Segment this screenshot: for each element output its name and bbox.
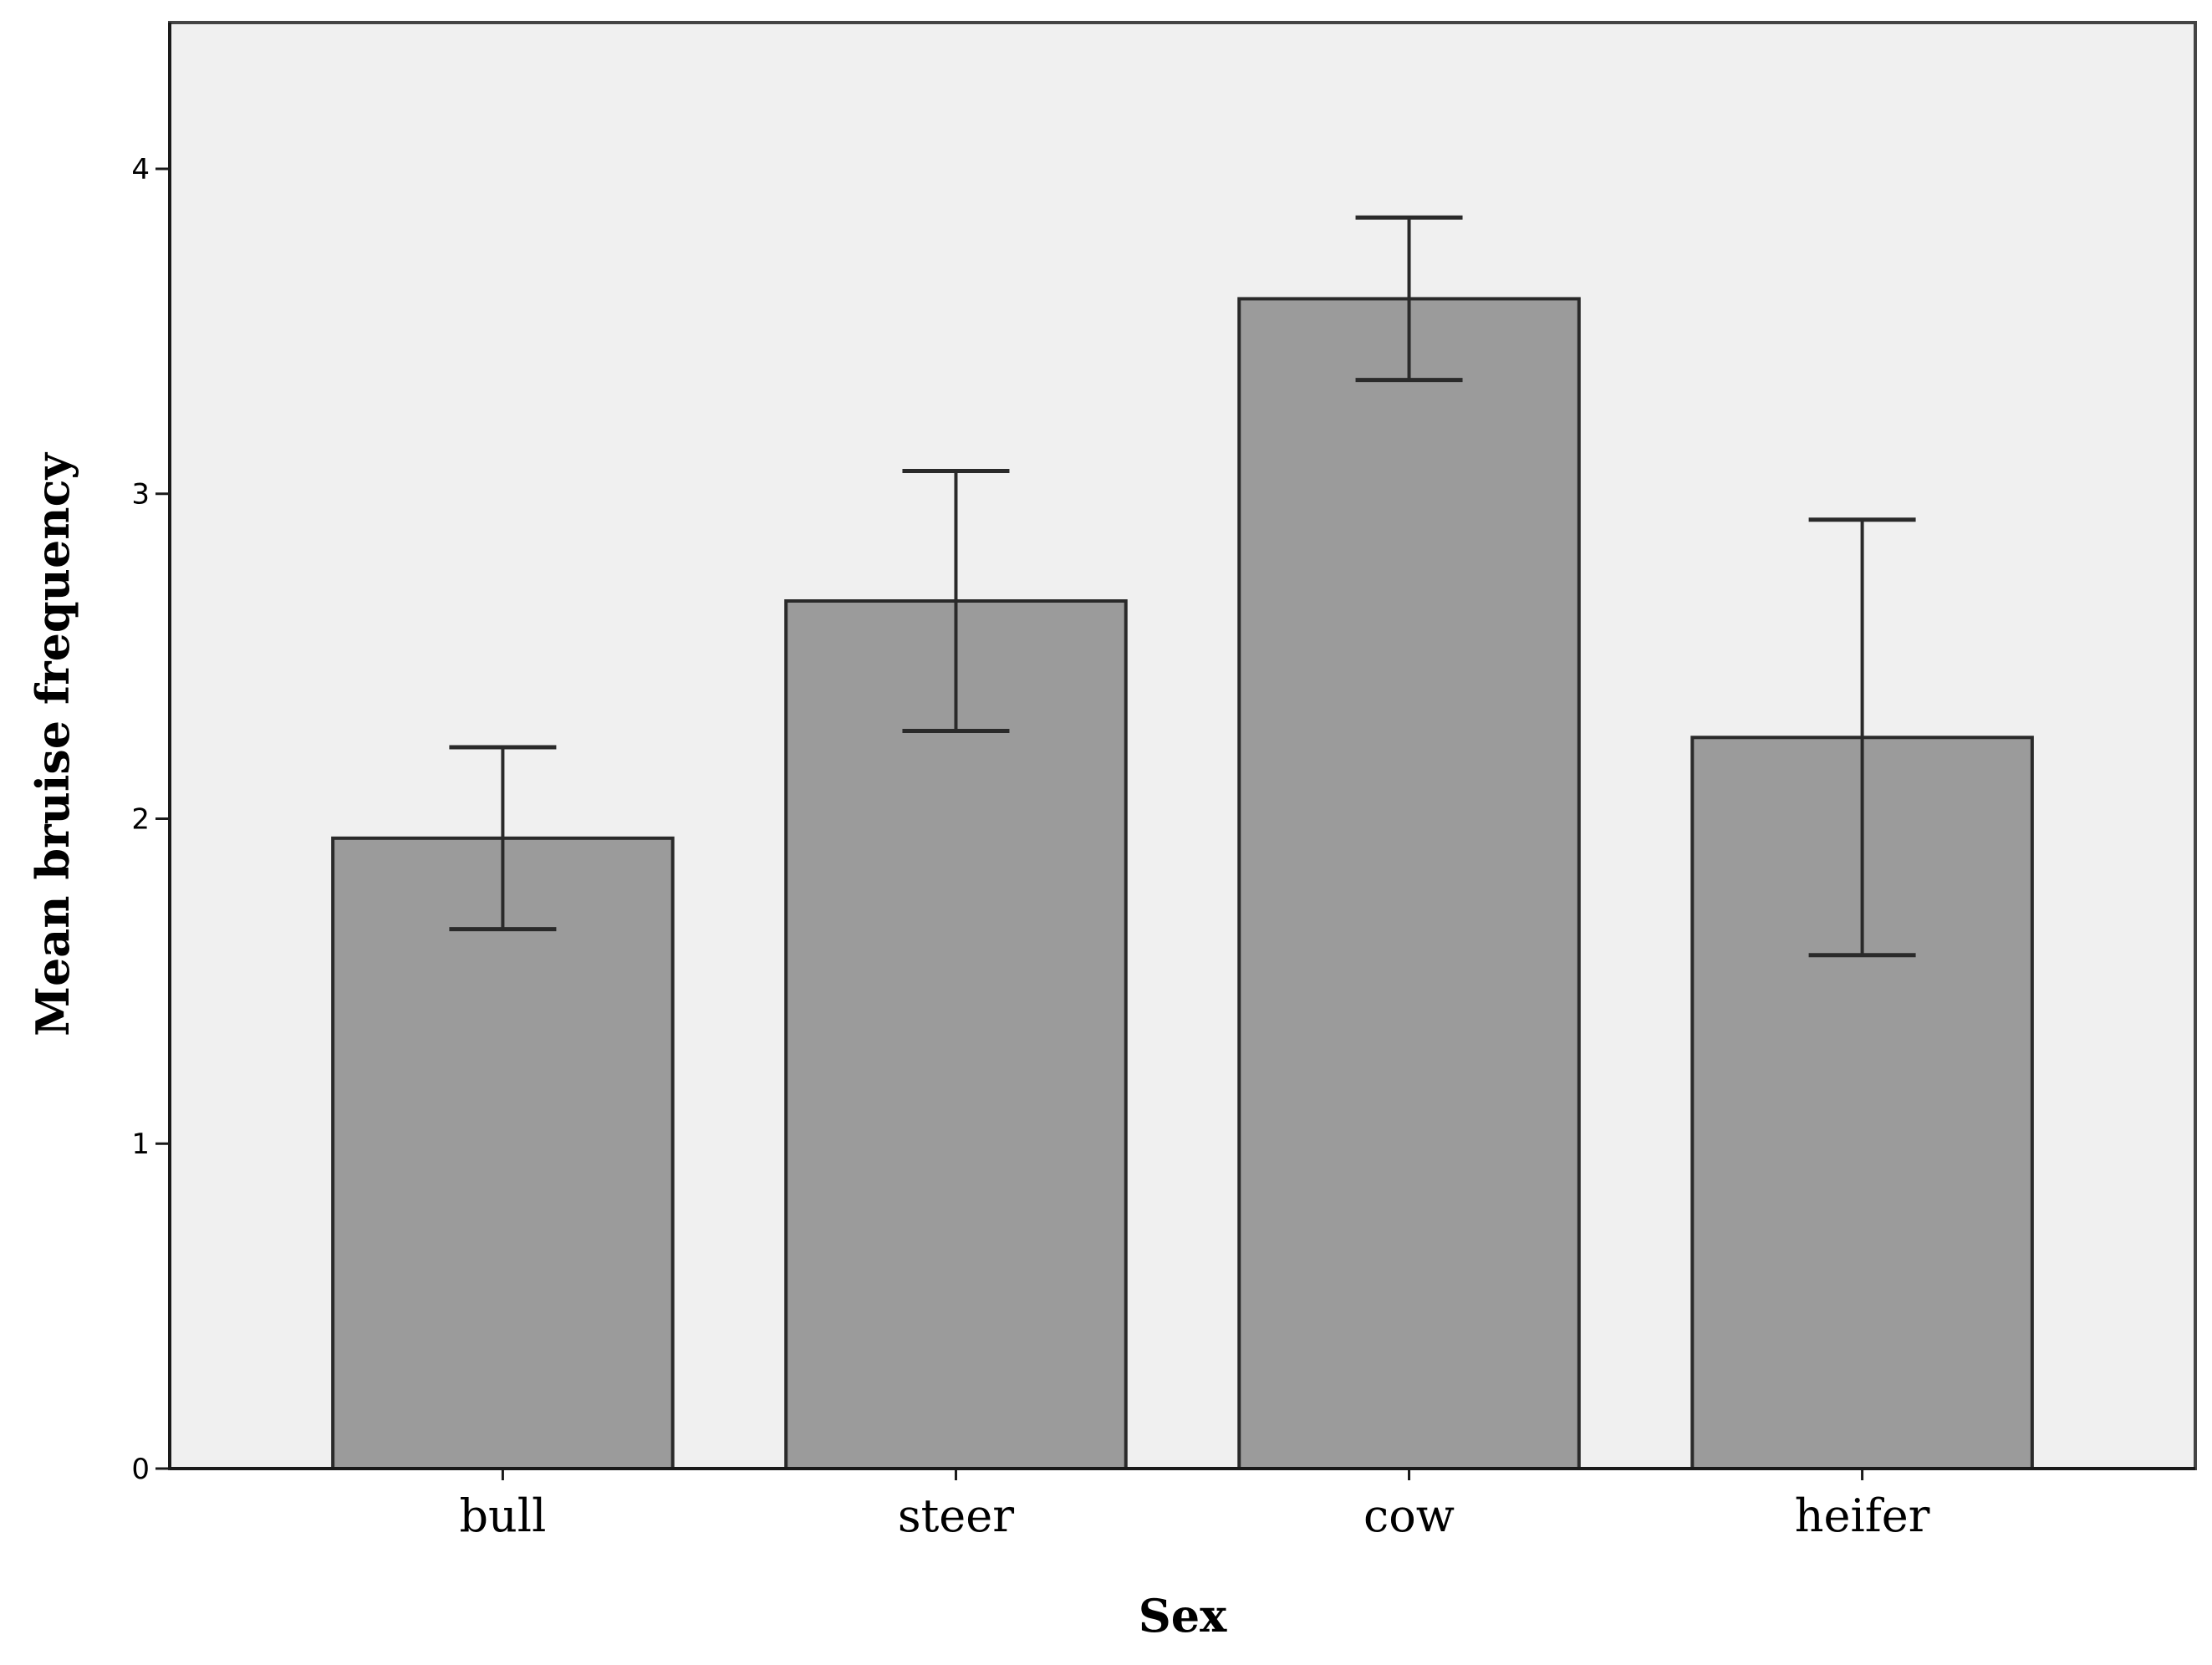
y-tick-label-3: 3 <box>131 478 150 512</box>
ticks-layer: bull steer cow heifer 0 1 2 3 4 <box>131 153 1929 1542</box>
y-tick-label-0: 0 <box>131 1453 150 1486</box>
x-tick-label-bull: bull <box>459 1489 546 1542</box>
error-bars-layer <box>449 215 1916 958</box>
x-tick-label-heifer: heifer <box>1795 1489 1930 1542</box>
bar-bull <box>331 836 675 1470</box>
y-tick-label-4: 4 <box>131 153 150 186</box>
y-axis-title: Mean bruise frequency <box>26 452 79 1036</box>
y-tick-label-2: 2 <box>131 802 150 836</box>
x-axis-title: Sex <box>1139 1589 1227 1642</box>
y-tick-label-1: 1 <box>131 1128 150 1161</box>
bar-cow <box>1237 297 1581 1470</box>
x-tick-label-steer: steer <box>898 1489 1014 1542</box>
x-tick-label-cow: cow <box>1363 1489 1455 1542</box>
axes-layer <box>168 23 2195 1470</box>
